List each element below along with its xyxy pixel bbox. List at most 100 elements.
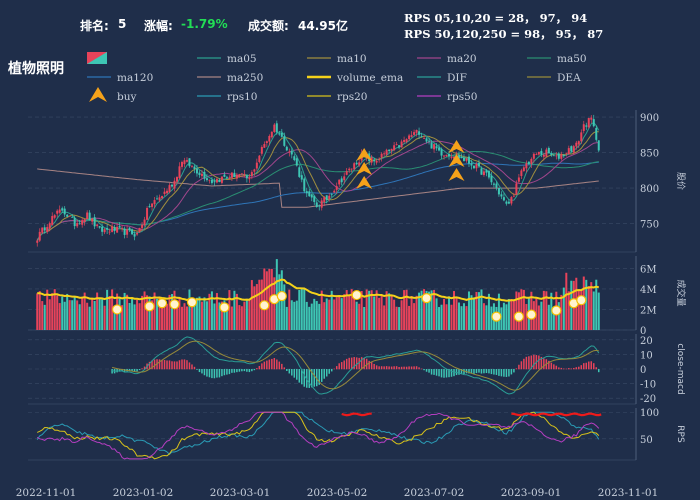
volume-bar bbox=[235, 293, 238, 330]
rps10-line bbox=[36, 411, 600, 455]
macd-histogram-bar bbox=[425, 369, 428, 372]
macd-histogram-bar bbox=[543, 358, 545, 370]
candle-body bbox=[522, 167, 525, 171]
rps-line-1: RPS 05,10,20 = 28， 97， 94 bbox=[404, 11, 588, 25]
volume-bar bbox=[423, 289, 426, 330]
macd-histogram-bar bbox=[226, 369, 228, 375]
macd-histogram-bar bbox=[293, 369, 296, 378]
volume-bar bbox=[430, 290, 433, 330]
candle-body bbox=[345, 171, 348, 175]
candle-body bbox=[487, 170, 490, 178]
macd-histogram-bar bbox=[450, 369, 453, 377]
volume-bar bbox=[56, 295, 59, 330]
macd-histogram-bar bbox=[420, 368, 423, 370]
volume-bar bbox=[161, 302, 164, 330]
macd-histogram-bar bbox=[163, 359, 166, 370]
macd-histogram-bar bbox=[410, 366, 413, 370]
candle-body bbox=[205, 178, 208, 181]
volume-bar bbox=[290, 300, 293, 330]
macd-histogram-bar bbox=[515, 368, 518, 370]
volume-bar bbox=[200, 301, 203, 330]
candle-body bbox=[577, 141, 580, 145]
candle-body bbox=[118, 226, 121, 228]
volume-bar bbox=[138, 303, 141, 330]
volume-bar bbox=[320, 290, 323, 330]
buy-signal bbox=[356, 162, 373, 175]
volume-bar bbox=[108, 295, 111, 330]
legend-item-volume_ema: volume_ema bbox=[307, 72, 403, 84]
volume-bar bbox=[248, 300, 251, 330]
buy-marker bbox=[356, 148, 373, 161]
legend-label: buy bbox=[117, 91, 136, 103]
volume-bar bbox=[126, 294, 129, 330]
volume-bar bbox=[343, 294, 346, 330]
volume-bar bbox=[338, 295, 341, 330]
candle-body bbox=[405, 139, 408, 142]
candle-body bbox=[233, 172, 236, 177]
x-tick-label: 2023-01-02 bbox=[113, 487, 174, 499]
legend-item-DEA: DEA bbox=[527, 72, 581, 84]
candle-body bbox=[435, 146, 438, 149]
volume-bar bbox=[323, 302, 326, 330]
candle-body bbox=[555, 155, 558, 157]
volume-tick-label: 6M bbox=[640, 264, 657, 275]
candle-body bbox=[171, 184, 174, 187]
macd-histogram-bar bbox=[340, 362, 343, 370]
ma05-line bbox=[36, 121, 600, 241]
macd-histogram-bar bbox=[525, 356, 528, 370]
candle-body bbox=[258, 155, 261, 162]
candle-body bbox=[330, 194, 333, 196]
candle-body bbox=[502, 197, 505, 201]
candle-body bbox=[303, 178, 306, 192]
volume-bar bbox=[78, 304, 81, 330]
macd-histogram-bar bbox=[505, 369, 508, 377]
macd-histogram-bar bbox=[148, 361, 151, 370]
volume-bar bbox=[592, 291, 595, 330]
macd-histogram-bar bbox=[398, 367, 400, 370]
macd-histogram-bar bbox=[325, 369, 328, 377]
candle-body bbox=[472, 165, 475, 169]
candle-body bbox=[572, 146, 575, 153]
macd-histogram-bar bbox=[186, 360, 188, 370]
candle-body bbox=[525, 163, 528, 169]
macd-histogram-bar bbox=[370, 362, 373, 370]
macd-histogram-bar bbox=[383, 366, 385, 370]
macd-histogram-bar bbox=[111, 369, 113, 374]
candle-body bbox=[275, 123, 278, 133]
volume-signal-dot bbox=[112, 304, 123, 315]
candle-body bbox=[305, 191, 308, 194]
candle-body bbox=[111, 226, 114, 233]
rank-label: 排名: bbox=[80, 19, 109, 33]
legend-item-ma120: ma120 bbox=[87, 72, 153, 84]
candle-body bbox=[285, 146, 288, 151]
macd-histogram-bar bbox=[373, 363, 375, 370]
volume-bar bbox=[398, 307, 401, 330]
macd-histogram-bar bbox=[445, 369, 448, 378]
volume-bar bbox=[300, 289, 303, 330]
candle-body bbox=[223, 174, 226, 177]
volume-bar bbox=[562, 287, 565, 330]
candle-body bbox=[158, 197, 161, 201]
candle-body bbox=[320, 200, 323, 208]
macd-histogram-bar bbox=[438, 369, 440, 377]
legend-label: ma250 bbox=[227, 72, 263, 84]
buy-marker bbox=[356, 162, 373, 175]
candle-body bbox=[535, 154, 538, 156]
volume-bar bbox=[425, 290, 428, 330]
candle-body bbox=[557, 153, 560, 159]
candle-body bbox=[213, 181, 216, 183]
volume-bar bbox=[520, 289, 523, 330]
volume-bar bbox=[151, 300, 154, 330]
volume-bar bbox=[502, 302, 505, 330]
macd-histogram-bar bbox=[298, 369, 301, 383]
volume-bar bbox=[522, 289, 525, 330]
macd-histogram-bar bbox=[143, 366, 146, 370]
macd-histogram-bar bbox=[583, 363, 585, 370]
macd-histogram-bar bbox=[208, 369, 211, 378]
macd-histogram-bar bbox=[558, 367, 560, 370]
candle-body bbox=[325, 195, 328, 200]
volume-bar bbox=[240, 306, 243, 330]
candle-body bbox=[263, 144, 266, 148]
dea-line bbox=[111, 340, 599, 391]
candle-body bbox=[200, 173, 203, 177]
